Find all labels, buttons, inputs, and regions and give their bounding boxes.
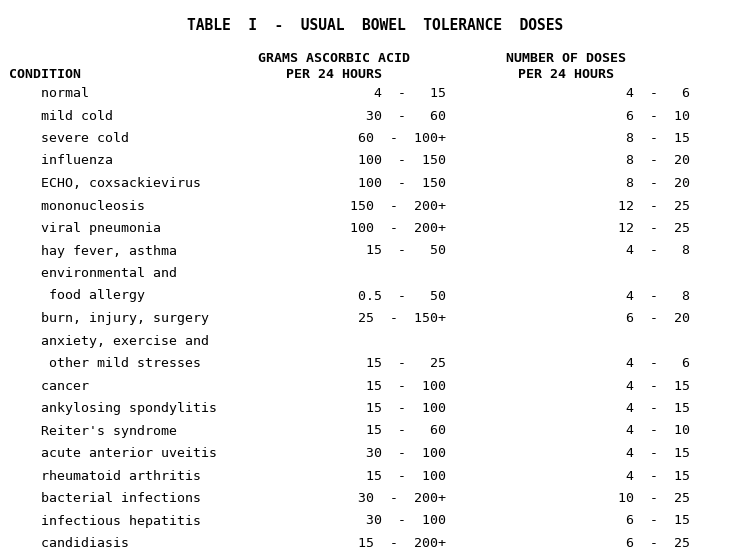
Text: cancer: cancer [9,379,89,392]
Text: mononucleosis: mononucleosis [9,200,145,213]
Text: anxiety, exercise and: anxiety, exercise and [9,334,209,348]
Text: 100  -  150: 100 - 150 [358,155,446,167]
Text: PER 24 HOURS: PER 24 HOURS [518,68,614,81]
Text: severe cold: severe cold [9,132,129,145]
Text: 4  -  15: 4 - 15 [626,379,690,392]
Text: 8  -  15: 8 - 15 [626,132,690,145]
Text: 6  -  20: 6 - 20 [626,312,690,325]
Text: GRAMS ASCORBIC ACID: GRAMS ASCORBIC ACID [258,52,410,65]
Text: 8  -  20: 8 - 20 [626,177,690,190]
Text: 4  -   6: 4 - 6 [626,87,690,100]
Text: 30  -   60: 30 - 60 [366,109,446,123]
Text: acute anterior uveitis: acute anterior uveitis [9,447,217,460]
Text: candidiasis: candidiasis [9,537,129,550]
Text: influenza: influenza [9,155,113,167]
Text: viral pneumonia: viral pneumonia [9,222,161,235]
Text: 150  -  200+: 150 - 200+ [350,200,446,213]
Text: other mild stresses: other mild stresses [9,357,201,370]
Text: 15  -   25: 15 - 25 [366,357,446,370]
Text: 4  -  15: 4 - 15 [626,469,690,483]
Text: normal: normal [9,87,89,100]
Text: 15  -  100: 15 - 100 [366,379,446,392]
Text: 25  -  150+: 25 - 150+ [358,312,446,325]
Text: PER 24 HOURS: PER 24 HOURS [286,68,382,81]
Text: 4  -  15: 4 - 15 [626,447,690,460]
Text: 60  -  100+: 60 - 100+ [358,132,446,145]
Text: 15  -  100: 15 - 100 [366,469,446,483]
Text: TABLE  I  -  USUAL  BOWEL  TOLERANCE  DOSES: TABLE I - USUAL BOWEL TOLERANCE DOSES [187,18,563,33]
Text: infectious hepatitis: infectious hepatitis [9,514,201,527]
Text: 6  -  10: 6 - 10 [626,109,690,123]
Text: bacterial infections: bacterial infections [9,492,201,505]
Text: 30  -  100: 30 - 100 [366,447,446,460]
Text: 4  -   8: 4 - 8 [626,244,690,257]
Text: NUMBER OF DOSES: NUMBER OF DOSES [506,52,626,65]
Text: 15  -  100: 15 - 100 [366,402,446,415]
Text: 4  -   15: 4 - 15 [374,87,446,100]
Text: 0.5  -   50: 0.5 - 50 [358,290,446,302]
Text: 15  -   60: 15 - 60 [366,425,446,437]
Text: food allergy: food allergy [9,290,145,302]
Text: 30  -  200+: 30 - 200+ [358,492,446,505]
Text: 4  -   6: 4 - 6 [626,357,690,370]
Text: ankylosing spondylitis: ankylosing spondylitis [9,402,217,415]
Text: 30  -  100: 30 - 100 [366,514,446,527]
Text: Reiter's syndrome: Reiter's syndrome [9,425,177,437]
Text: 10  -  25: 10 - 25 [618,492,690,505]
Text: CONDITION: CONDITION [9,68,81,81]
Text: 4  -   8: 4 - 8 [626,290,690,302]
Text: 4  -  10: 4 - 10 [626,425,690,437]
Text: 12  -  25: 12 - 25 [618,222,690,235]
Text: 8  -  20: 8 - 20 [626,155,690,167]
Text: ECHO, coxsackievirus: ECHO, coxsackievirus [9,177,201,190]
Text: 4  -  15: 4 - 15 [626,402,690,415]
Text: mild cold: mild cold [9,109,113,123]
Text: 15  -  200+: 15 - 200+ [358,537,446,550]
Text: burn, injury, surgery: burn, injury, surgery [9,312,209,325]
Text: 12  -  25: 12 - 25 [618,200,690,213]
Text: 100  -  200+: 100 - 200+ [350,222,446,235]
Text: hay fever, asthma: hay fever, asthma [9,244,177,257]
Text: 15  -   50: 15 - 50 [366,244,446,257]
Text: 6  -  25: 6 - 25 [626,537,690,550]
Text: rheumatoid arthritis: rheumatoid arthritis [9,469,201,483]
Text: 100  -  150: 100 - 150 [358,177,446,190]
Text: environmental and: environmental and [9,267,177,280]
Text: 6  -  15: 6 - 15 [626,514,690,527]
